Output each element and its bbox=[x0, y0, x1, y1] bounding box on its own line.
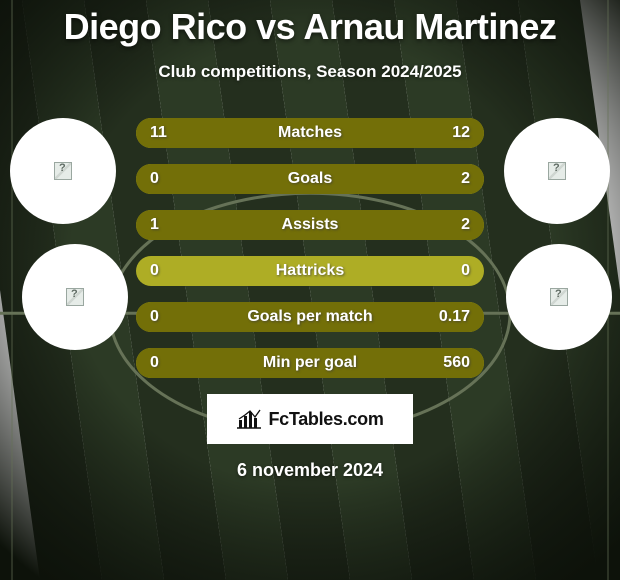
stat-label: Min per goal bbox=[136, 348, 484, 378]
stat-label: Goals per match bbox=[136, 302, 484, 332]
player2-avatar bbox=[504, 118, 610, 224]
player2-club-avatar bbox=[506, 244, 612, 350]
stat-bar: 12Assists bbox=[136, 210, 484, 240]
stat-label: Matches bbox=[136, 118, 484, 148]
fctables-logo-text: FcTables.com bbox=[268, 409, 383, 430]
stat-bar: 1112Matches bbox=[136, 118, 484, 148]
stat-bar: 00Hattricks bbox=[136, 256, 484, 286]
page-title: Diego Rico vs Arnau Martinez bbox=[0, 0, 620, 48]
left-avatars-column bbox=[8, 118, 118, 350]
fctables-logo[interactable]: FcTables.com bbox=[207, 394, 413, 444]
stat-bar: 0560Min per goal bbox=[136, 348, 484, 378]
player1-club-avatar bbox=[22, 244, 128, 350]
right-avatars-column bbox=[502, 118, 612, 350]
stat-label: Hattricks bbox=[136, 256, 484, 286]
date-label: 6 november 2024 bbox=[0, 460, 620, 481]
broken-image-icon bbox=[54, 162, 72, 180]
fctables-chart-icon bbox=[236, 409, 262, 429]
broken-image-icon bbox=[550, 288, 568, 306]
stat-bar: 02Goals bbox=[136, 164, 484, 194]
subtitle: Club competitions, Season 2024/2025 bbox=[0, 62, 620, 82]
stat-label: Goals bbox=[136, 164, 484, 194]
broken-image-icon bbox=[548, 162, 566, 180]
broken-image-icon bbox=[66, 288, 84, 306]
stat-bar: 00.17Goals per match bbox=[136, 302, 484, 332]
stat-bars: 1112Matches 02Goals 12Assists 00Hattricks 00… bbox=[118, 118, 502, 378]
stat-label: Assists bbox=[136, 210, 484, 240]
player1-avatar bbox=[10, 118, 116, 224]
main-row: 1112Matches 02Goals 12Assists 00Hattricks 00… bbox=[0, 118, 620, 378]
